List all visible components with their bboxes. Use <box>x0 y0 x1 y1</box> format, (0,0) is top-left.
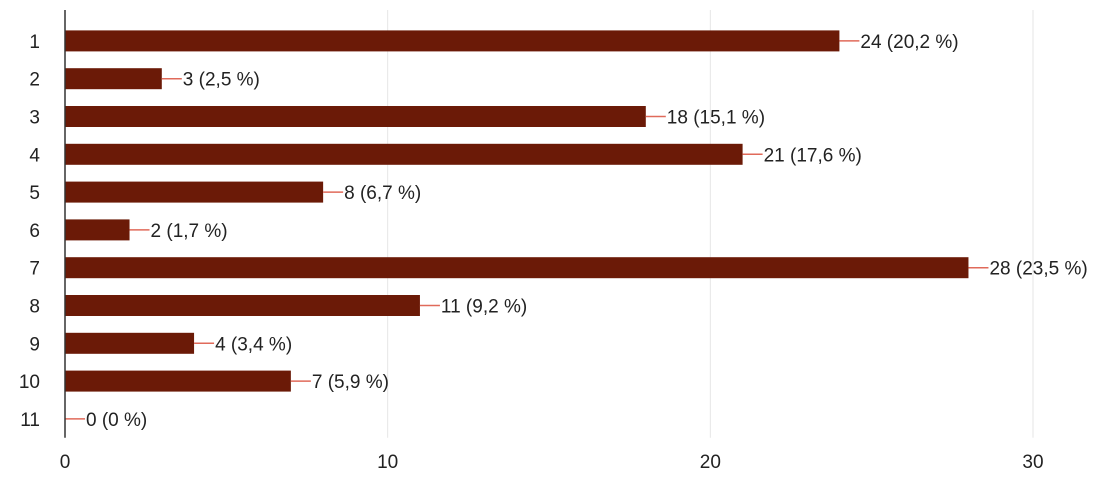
category-label-8: 8 <box>29 297 40 318</box>
bar-6 <box>65 219 130 241</box>
category-label-6: 6 <box>29 221 40 242</box>
data-label-11: 0 (0 %) <box>86 410 147 431</box>
data-label-4: 21 (17,6 %) <box>764 145 862 166</box>
x-tick-label-20: 20 <box>700 452 721 472</box>
category-label-3: 3 <box>29 108 40 129</box>
bar-9 <box>65 332 195 354</box>
data-label-1: 24 (20,2 %) <box>860 32 958 53</box>
data-label-6: 2 (1,7 %) <box>151 221 228 242</box>
labels: 0 10 20 30 24 (20,2 %) 1 3 (2,5 %) 2 18 (15,1 %)… <box>19 32 1088 473</box>
category-label-11: 11 <box>20 410 40 431</box>
data-label-7: 28 (23,5 %) <box>989 259 1087 280</box>
x-tick-label-0: 0 <box>60 452 71 472</box>
category-label-5: 5 <box>29 183 40 204</box>
data-label-3: 18 (15,1 %) <box>667 108 765 129</box>
category-label-1: 1 <box>29 32 40 53</box>
category-label-7: 7 <box>29 259 40 280</box>
category-label-10: 10 <box>19 372 40 393</box>
bar-2 <box>65 68 162 90</box>
bar-10 <box>65 370 291 392</box>
category-label-9: 9 <box>29 334 40 355</box>
data-label-5: 8 (6,7 %) <box>344 183 421 204</box>
category-label-2: 2 <box>29 70 40 91</box>
bar-3 <box>65 106 646 127</box>
gridlines <box>387 10 1034 438</box>
x-tick-label-30: 30 <box>1022 452 1043 472</box>
data-label-9: 4 (3,4 %) <box>215 334 292 355</box>
bar-7 <box>65 257 969 279</box>
category-label-4: 4 <box>29 145 40 166</box>
bar-5 <box>65 181 324 203</box>
bars <box>65 30 989 420</box>
data-label-10: 7 (5,9 %) <box>312 372 389 393</box>
x-tick-label-10: 10 <box>377 452 398 472</box>
data-label-2: 3 (2,5 %) <box>183 70 260 91</box>
bar-4 <box>65 143 743 165</box>
data-label-8: 11 (9,2 %) <box>441 297 527 318</box>
bar-8 <box>65 295 420 316</box>
bar-1 <box>65 30 840 52</box>
